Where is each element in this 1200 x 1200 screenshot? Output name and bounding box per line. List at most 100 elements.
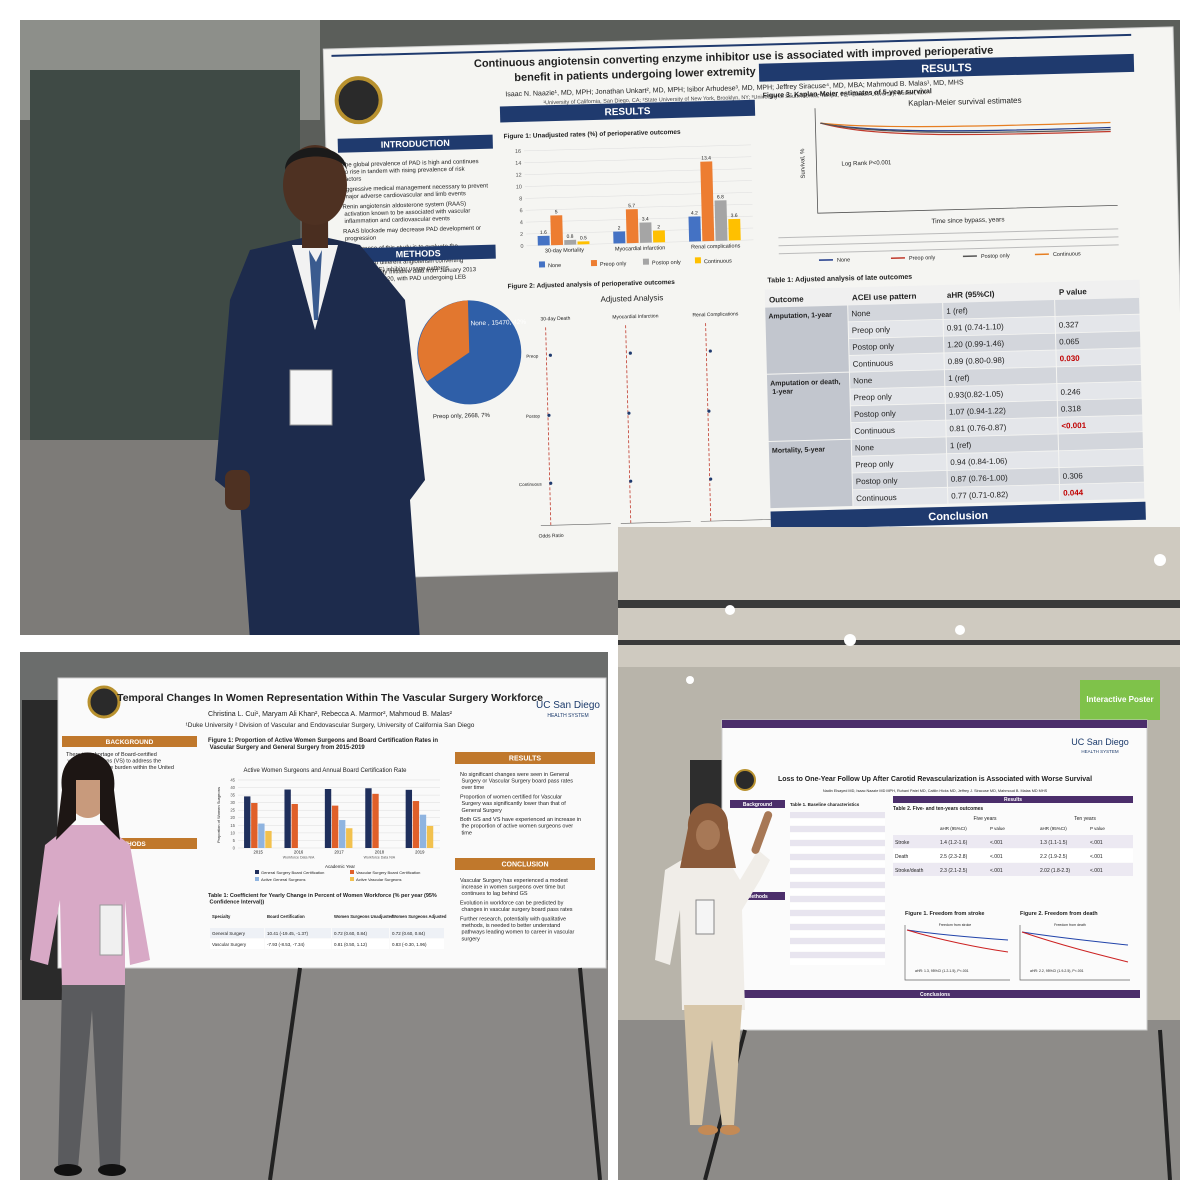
km-curve (906, 929, 1009, 953)
table-cell (265, 939, 331, 949)
table-text: 0.030 (1060, 354, 1081, 364)
table-row (790, 910, 885, 916)
table-cell (852, 454, 947, 473)
table-cell (1058, 432, 1144, 451)
data-label: 5.7 (628, 203, 635, 209)
table-text: Preop only (852, 325, 890, 335)
person-2 (30, 752, 150, 1176)
poster-2: Temporal Changes In Women Representation… (57, 677, 607, 969)
table-row (790, 931, 885, 937)
frame (20, 635, 618, 652)
table-row (790, 959, 885, 965)
table-text: 1.07 (0.94-1.22) (949, 406, 1006, 416)
table-cell (947, 467, 1059, 487)
table-row (893, 849, 1133, 862)
legend-swatch (350, 877, 354, 881)
table-cell (332, 939, 389, 949)
figure-title: Active Women Surgeons and Annual Board C… (244, 768, 408, 774)
table-text: Amputation, 1-year (768, 312, 832, 321)
y-tick-label: 15 (230, 823, 235, 828)
pie-label: Preop only, 2668, 7% (433, 413, 491, 421)
bar (613, 231, 626, 244)
figure-caption: Figure 2: Adjusted analysis of periopera… (507, 279, 675, 290)
table-cell (945, 384, 1057, 403)
table-row (790, 847, 885, 853)
row-label: Postop (526, 414, 541, 419)
legend-entry: Vascular Surgery Board Certification (356, 870, 420, 875)
section-heading: RESULTS (509, 756, 541, 763)
table-cell (946, 434, 1059, 454)
table-cell (1056, 348, 1141, 367)
methods-text: Vascular Quality Initiative data from Ja… (344, 267, 477, 284)
x-tick-label: 2015 (254, 849, 264, 854)
table-header: Ten years (1074, 816, 1096, 822)
frame (608, 652, 618, 1180)
table-text: <.001 (1090, 868, 1103, 874)
ceiling-trusses (618, 600, 1180, 645)
row-label: Preop (526, 354, 539, 359)
table-row (790, 833, 885, 839)
poster-1: Continuous angiotensin converting enzyme… (322, 26, 1180, 580)
table-header: Women Surgeons Adjusted (392, 914, 447, 919)
grid-line (524, 144, 751, 152)
frame (0, 0, 1200, 20)
axis-label: Odds Ratio (539, 533, 564, 540)
data-label: 0.5 (580, 235, 587, 241)
table-cell (1059, 482, 1145, 501)
table-header: Board Certification (267, 914, 305, 919)
axis-line (620, 521, 691, 524)
marker (629, 479, 633, 483)
pie-label: None , 15470, 42% (470, 319, 526, 327)
y-tick-label: 16 (515, 149, 521, 155)
bullet: Evolution in workforce can be predicted … (460, 901, 573, 914)
bullet: Aggressive medical management necessary … (342, 183, 489, 200)
section-band (758, 53, 1135, 82)
km-curve (1021, 931, 1129, 963)
easel-leg (1158, 1029, 1172, 1180)
bullet: Further research, potentially with quali… (460, 917, 575, 943)
bar (652, 230, 666, 243)
table-text: Death (895, 854, 909, 860)
bar (346, 828, 353, 848)
table-cell (945, 400, 1058, 420)
annotation: aHR: 2.2, 95%CI (1.9-2.5), P<.001 (1030, 969, 1084, 973)
x-tick-label: Myocardial infarction (615, 245, 666, 252)
legend-swatch (538, 261, 546, 268)
table-row (790, 826, 885, 832)
authors: Christina L. Cui¹, Maryam Ali Khan², Reb… (208, 711, 453, 718)
table-text: None (851, 309, 871, 319)
frame (0, 0, 20, 1200)
table-text: 0.77 (0.71-0.82) (951, 490, 1008, 500)
bullet: Vascular Surgery has experienced a modes… (460, 878, 568, 897)
table-cell (947, 451, 1059, 471)
person-3 (655, 803, 773, 1135)
y-tick-label: 6 (519, 208, 522, 214)
person-1 (215, 145, 425, 635)
bar (372, 793, 379, 848)
section-band (340, 244, 496, 263)
table-text: 1.3 (1.1-1.5) (1040, 840, 1068, 846)
plot-axes (1019, 925, 1130, 981)
table-header: P value (1090, 826, 1105, 831)
table-cell (332, 928, 389, 938)
logo (734, 769, 756, 791)
table-text: 0.94 (0.84-1.06) (950, 457, 1007, 467)
table-cell (944, 367, 1057, 387)
table-cell (943, 300, 1055, 319)
table-text: <.001 (1090, 854, 1103, 860)
table-text: General Surgery (212, 931, 246, 936)
axis-line (700, 519, 771, 522)
figure-caption: Figure 3: Kaplan-Meier estimates of 5-ye… (763, 88, 932, 99)
table-header: P value (990, 826, 1005, 831)
km-axes (814, 108, 1118, 214)
table-text: 10.41 (-19.45, -1.37) (267, 931, 309, 936)
legend-entry: None (837, 257, 850, 263)
section-band (62, 838, 197, 849)
y-tick-label: 35 (230, 793, 235, 798)
figure-title: Freedom from stroke (939, 923, 972, 927)
y-tick-label: 10 (516, 184, 522, 190)
authors: Nadin Elsayed MD, Isaac Naazie MD MPH, R… (823, 789, 1048, 793)
data-label: 3.4 (642, 216, 649, 222)
table-text: Postop only (852, 342, 894, 352)
table-header-cell (764, 287, 849, 308)
